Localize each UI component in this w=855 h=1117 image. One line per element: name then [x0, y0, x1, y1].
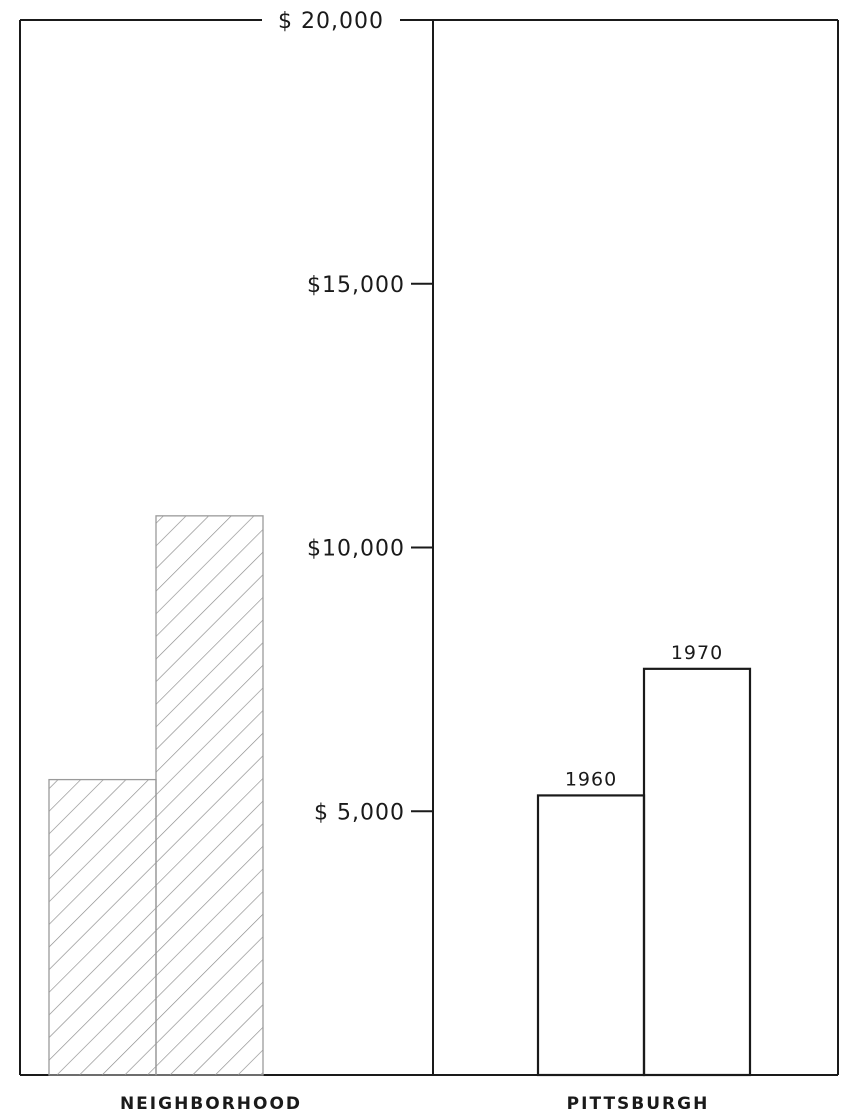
x-category-label: PITTSBURGH	[567, 1094, 710, 1114]
y-tick-label: $ 20,000	[278, 9, 384, 34]
bar-neighborhood-1960	[48, 778, 157, 1076]
bar-data-label: 1960	[565, 768, 617, 790]
y-tick-label: $10,000	[307, 537, 405, 562]
x-category-label: NEIGHBORHOOD	[120, 1094, 302, 1114]
labels-group: 1960 1970 NEIGHBORHOOD PITTSBURGH	[120, 642, 723, 1114]
bar-pittsburgh-1970	[642, 667, 752, 1077]
y-axis-ticks: $ 5,000 $10,000 $15,000 $ 20,000	[278, 9, 433, 825]
bar-data-label: 1970	[671, 642, 723, 664]
bar-neighborhood-1970	[155, 515, 264, 1076]
bars-group	[48, 515, 752, 1077]
y-tick-label: $ 5,000	[314, 800, 405, 825]
bar-pittsburgh-1960	[536, 794, 646, 1077]
y-tick-label: $15,000	[307, 273, 405, 298]
